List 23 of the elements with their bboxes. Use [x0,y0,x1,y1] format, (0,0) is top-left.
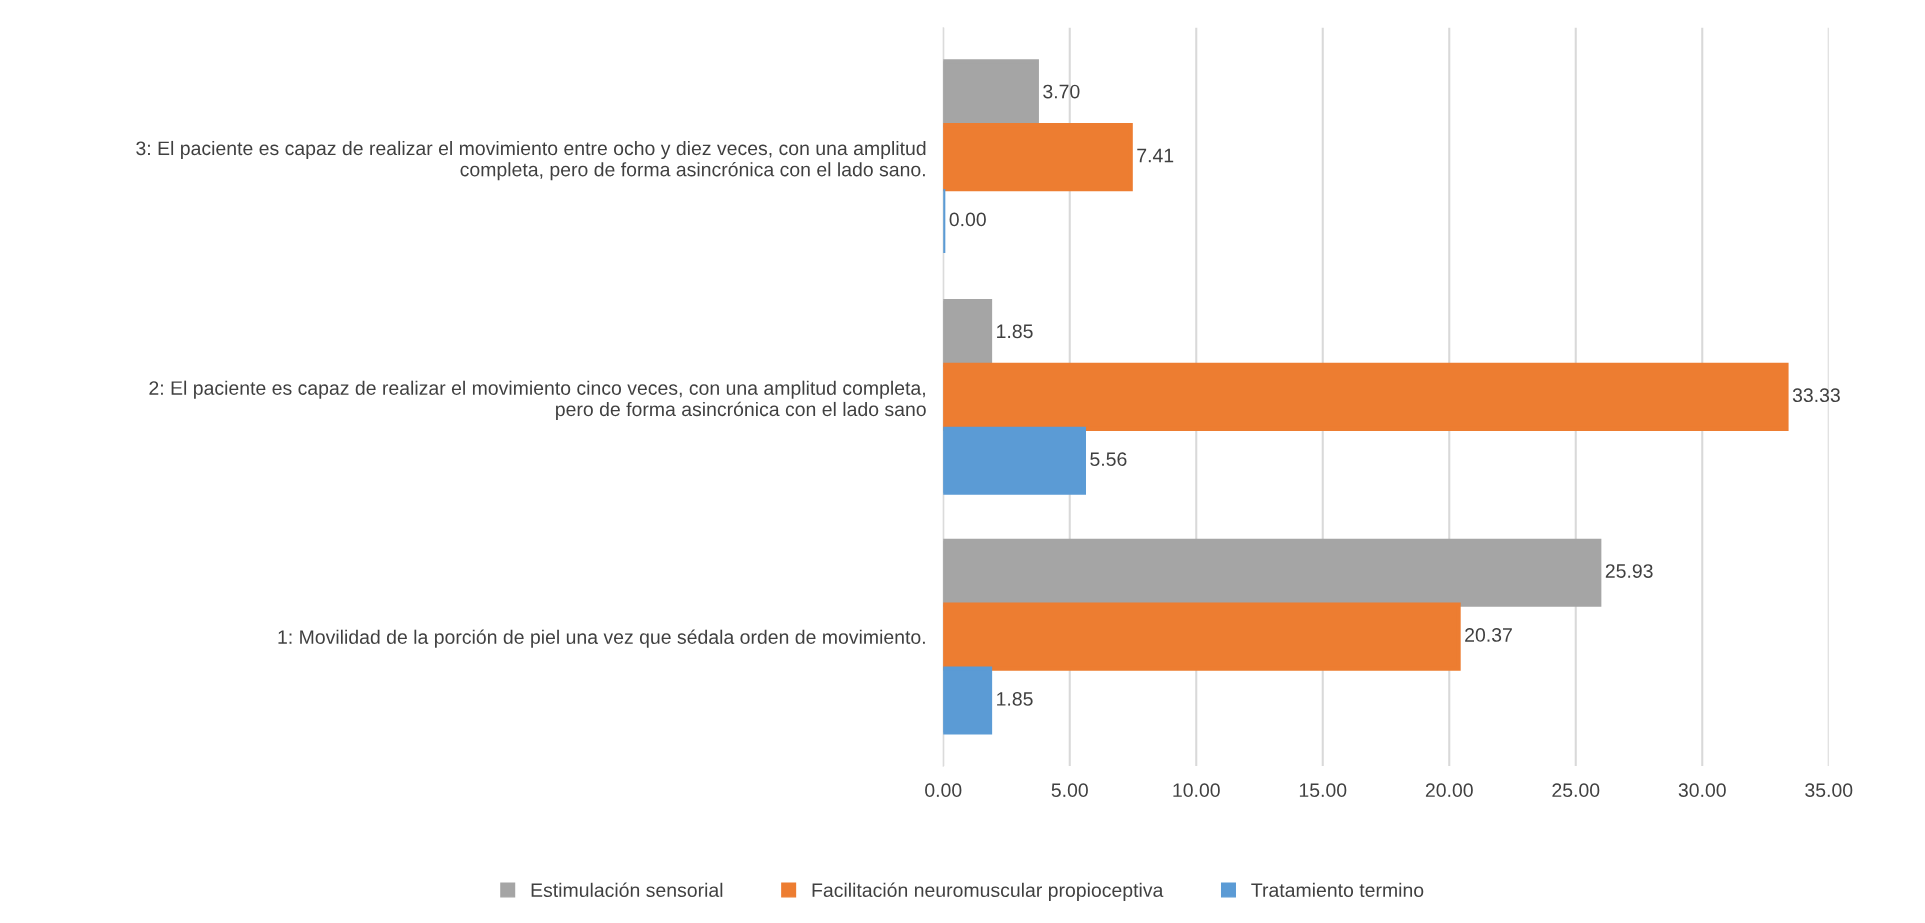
x-tick-label: 15.00 [1299,783,1347,798]
data-label: 20.37 [1465,628,1512,642]
data-label: 0.00 [949,212,986,227]
data-label: 1.85 [997,324,1033,339]
y-tick-label: 3: El paciente es capaz de realizar el movimiento entre ocho y diez veces, con una amplitud completa, pero de forma asincrónica con el lado sano. [136,140,926,181]
legend-label: Facilitación neuromuscular propioceptiva [812,882,1164,901]
data-label: 33.33 [1792,388,1840,403]
data-label: 7.41 [1137,148,1174,163]
x-tick-label: 30.00 [1678,783,1726,798]
x-tick-label: 35.00 [1805,783,1853,798]
x-tick-label: 20.00 [1425,783,1473,798]
data-label: 25.93 [1605,564,1653,578]
x-tick-label: 5.00 [1051,783,1088,798]
x-tick-label: 10.00 [1173,783,1220,798]
data-label: 5.56 [1090,452,1127,467]
legend-label: Tratamiento termino [1251,882,1424,898]
y-tick-label: 2: El paciente es capaz de realizar el movimiento cinco veces, con una amplitud completa, pero de forma asincrónica con el lado sano [149,380,926,421]
y-tick-label: 1: Movilidad de la porción de piel una vez que sédala orden de movimiento. [278,629,925,648]
x-tick-label: 25.00 [1552,783,1600,798]
data-label: 1.85 [997,692,1033,706]
data-label: 3.70 [1043,84,1080,99]
legend-label: Estimulación sensorial [531,882,723,898]
x-tick-label: 0.00 [925,783,962,798]
